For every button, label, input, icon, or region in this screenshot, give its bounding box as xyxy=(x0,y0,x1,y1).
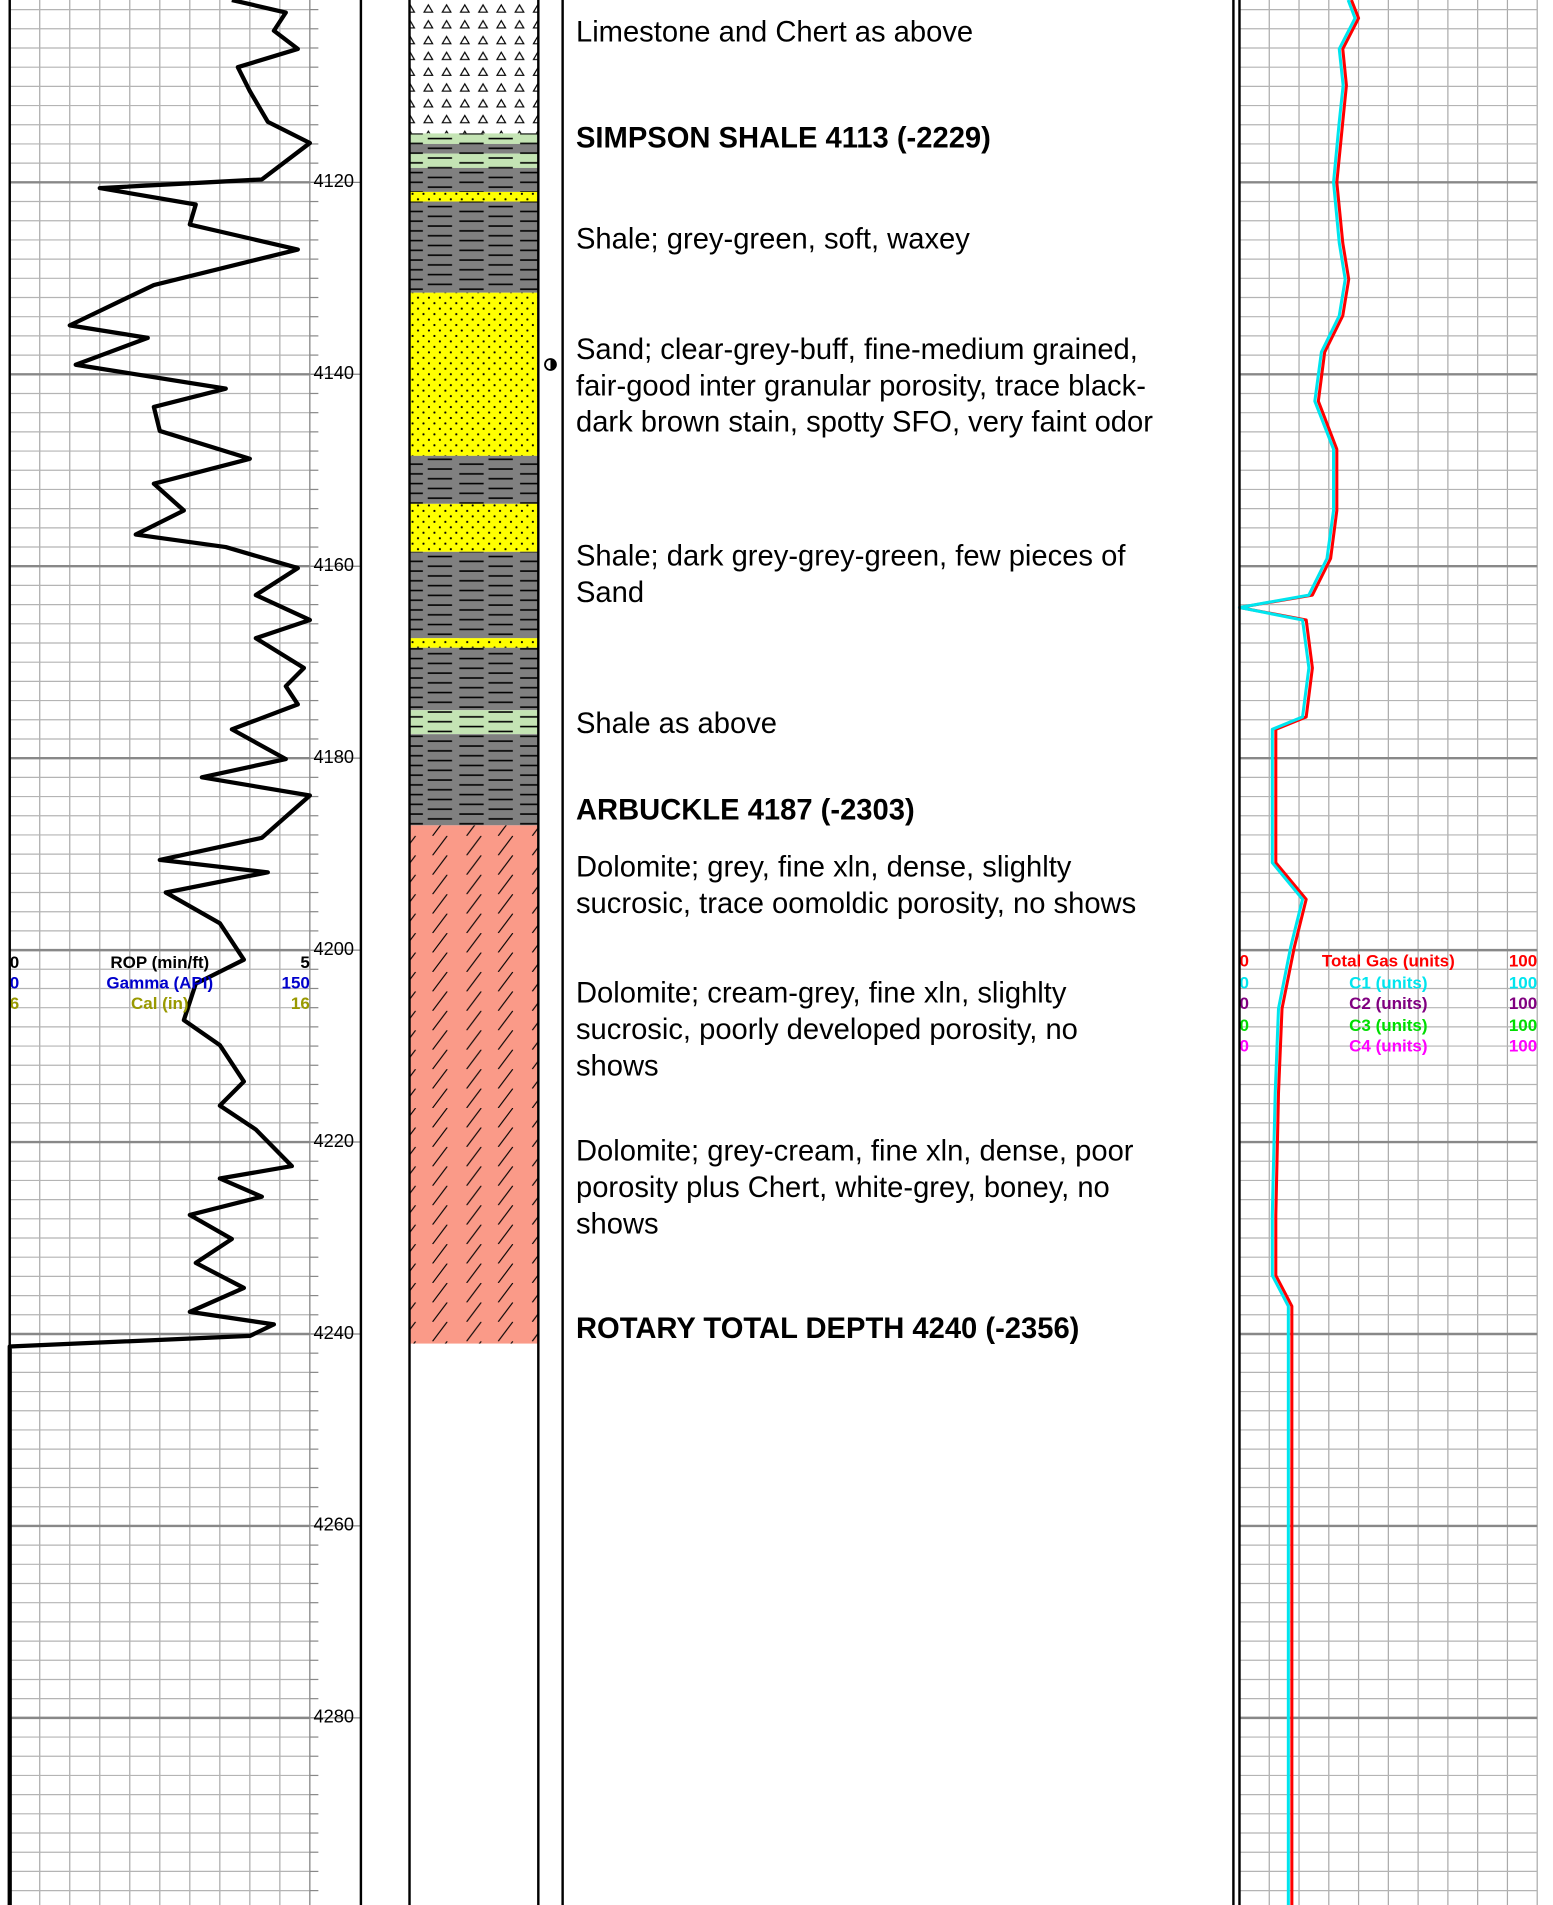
lithology-pattern xyxy=(409,825,539,1344)
lithology-pattern xyxy=(409,201,539,293)
depth-label: 4220 xyxy=(314,1131,355,1151)
depth-label: 4260 xyxy=(314,1515,355,1535)
lithology-pattern xyxy=(409,167,539,192)
lithology-pattern xyxy=(409,647,539,711)
scale-name: C3 (units) xyxy=(1349,1016,1427,1035)
depth-label: 4200 xyxy=(314,939,355,959)
log-curve xyxy=(1237,0,1357,1905)
show-symbol-fill xyxy=(550,359,556,370)
lithology-pattern xyxy=(409,133,539,144)
scale-max: 100 xyxy=(1509,952,1537,971)
scale-name: ROP (min/ft) xyxy=(110,953,209,972)
remark-line: SIMPSON SHALE 4113 (-2229) xyxy=(576,122,991,154)
track-borders xyxy=(8,0,1241,1905)
remark-line: Sand; clear-grey-buff, fine-medium grain… xyxy=(576,334,1138,366)
remark-line: ROTARY TOTAL DEPTH 4240 (-2356) xyxy=(576,1313,1079,1345)
remark-line: sucrosic, poorly developed porosity, no xyxy=(576,1014,1078,1046)
lithology-pattern xyxy=(409,638,539,648)
scale-name: Gamma (API) xyxy=(106,974,213,993)
remark-line: fair-good inter granular porosity, trace… xyxy=(576,370,1146,402)
remark-line: Sand xyxy=(576,577,644,609)
remark-line: dark brown stain, spotty SFO, very faint… xyxy=(576,407,1153,439)
lithology-pattern xyxy=(409,503,539,552)
scale-min: 0 xyxy=(1239,974,1248,993)
scale-name: C1 (units) xyxy=(1349,974,1427,993)
scale-max: 100 xyxy=(1509,994,1537,1013)
lithology-pattern xyxy=(409,551,539,639)
scale-max: 5 xyxy=(300,953,309,972)
scale-min: 6 xyxy=(10,994,19,1013)
remark-line: Dolomite; grey, fine xln, dense, slighlt… xyxy=(576,851,1072,883)
remark-line: Dolomite; cream-grey, fine xln, slighlty xyxy=(576,978,1067,1010)
depth-label: 4160 xyxy=(314,555,355,575)
lithology-pattern xyxy=(409,153,539,168)
scale-min: 0 xyxy=(1239,1037,1248,1056)
lithology-pattern xyxy=(409,455,539,504)
lithology-pattern xyxy=(409,710,539,735)
scale-max: 150 xyxy=(281,974,309,993)
scale-max: 100 xyxy=(1509,1016,1537,1035)
depth-label: 4140 xyxy=(314,363,355,383)
scale-max: 100 xyxy=(1509,1037,1537,1056)
scale-min: 0 xyxy=(10,953,19,972)
depth-label: 4280 xyxy=(314,1707,355,1727)
scale-max: 16 xyxy=(291,994,310,1013)
scale-min: 0 xyxy=(1239,994,1248,1013)
scale-name: C2 (units) xyxy=(1349,994,1427,1013)
curves xyxy=(7,0,1361,1905)
scale-name: Cal (in) xyxy=(131,994,189,1013)
remark-line: sucrosic, trace oomoldic porosity, no sh… xyxy=(576,888,1136,920)
lithology-pattern xyxy=(409,191,539,202)
depth-label: 4120 xyxy=(314,171,355,191)
remark-line: shows xyxy=(576,1051,659,1083)
depth-label: 4180 xyxy=(314,747,355,767)
lithology-pattern xyxy=(409,734,539,826)
labels: 4120 4140 4160 4180 4200 4220 4240 4260 4280 Lime… xyxy=(10,17,1537,1727)
remark-line: Limestone and Chert as above xyxy=(576,17,973,49)
scale-max: 100 xyxy=(1509,974,1537,993)
lithology-pattern xyxy=(409,143,539,154)
scale-min: 0 xyxy=(10,974,19,993)
remark-line: Dolomite; grey-cream, fine xln, dense, p… xyxy=(576,1136,1134,1168)
show-symbol xyxy=(544,358,557,371)
scale-name: Total Gas (units) xyxy=(1322,952,1455,971)
remark-line: Shale; grey-green, soft, waxey xyxy=(576,223,970,255)
lithology-column xyxy=(409,0,539,1344)
remark-line: shows xyxy=(576,1209,659,1241)
depth-label: 4240 xyxy=(314,1323,355,1343)
log-curve xyxy=(7,0,312,1905)
lithology-pattern xyxy=(409,292,539,456)
scale-min: 0 xyxy=(1239,1016,1248,1035)
remark-line: Shale; dark grey-grey-green, few pieces … xyxy=(576,540,1126,572)
remark-line: porosity plus Chert, white-grey, boney, … xyxy=(576,1172,1110,1204)
remark-line: Shale as above xyxy=(576,708,777,740)
scale-min: 0 xyxy=(1239,952,1248,971)
scale-name: C4 (units) xyxy=(1349,1037,1427,1056)
remark-line: ARBUCKLE 4187 (-2303) xyxy=(576,794,915,826)
lithology-pattern xyxy=(409,0,539,134)
